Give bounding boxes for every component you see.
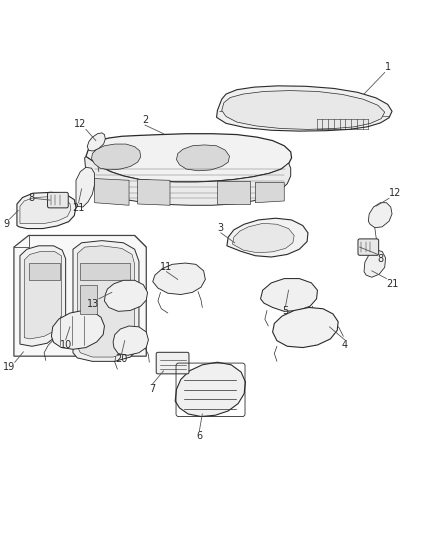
Polygon shape xyxy=(20,197,71,223)
Polygon shape xyxy=(80,263,131,280)
Polygon shape xyxy=(104,280,148,311)
Text: 19: 19 xyxy=(3,362,15,372)
Text: 8: 8 xyxy=(28,193,34,204)
Text: 7: 7 xyxy=(150,384,156,394)
Text: 2: 2 xyxy=(142,115,148,125)
Polygon shape xyxy=(368,203,392,228)
Text: 21: 21 xyxy=(72,203,85,213)
FancyBboxPatch shape xyxy=(358,239,379,255)
Polygon shape xyxy=(87,133,105,151)
Text: 20: 20 xyxy=(116,353,128,364)
Polygon shape xyxy=(222,91,385,130)
Polygon shape xyxy=(272,308,338,348)
Text: 21: 21 xyxy=(386,279,399,288)
Polygon shape xyxy=(85,157,291,205)
Polygon shape xyxy=(14,236,146,356)
Polygon shape xyxy=(28,263,60,280)
FancyBboxPatch shape xyxy=(156,352,189,374)
Text: 8: 8 xyxy=(378,254,384,264)
Polygon shape xyxy=(175,362,245,417)
Polygon shape xyxy=(216,86,392,131)
Polygon shape xyxy=(76,167,95,207)
Text: 10: 10 xyxy=(60,340,72,350)
Polygon shape xyxy=(217,181,250,204)
Polygon shape xyxy=(24,252,61,339)
Polygon shape xyxy=(73,240,139,361)
Text: 12: 12 xyxy=(74,119,86,130)
Text: 4: 4 xyxy=(342,340,348,350)
Polygon shape xyxy=(177,145,230,171)
FancyBboxPatch shape xyxy=(48,192,68,208)
Polygon shape xyxy=(92,144,141,170)
Polygon shape xyxy=(17,192,76,229)
Text: 13: 13 xyxy=(87,299,99,309)
Text: 12: 12 xyxy=(389,188,401,198)
Polygon shape xyxy=(80,285,97,314)
Polygon shape xyxy=(20,246,66,346)
Polygon shape xyxy=(153,263,205,295)
Polygon shape xyxy=(95,179,129,205)
Polygon shape xyxy=(86,134,292,182)
Polygon shape xyxy=(227,218,308,257)
Polygon shape xyxy=(255,182,284,203)
Text: 11: 11 xyxy=(160,262,173,272)
Polygon shape xyxy=(77,246,134,357)
Polygon shape xyxy=(138,180,170,205)
Polygon shape xyxy=(364,250,385,277)
Text: 1: 1 xyxy=(385,62,391,72)
Text: 9: 9 xyxy=(4,219,10,229)
Polygon shape xyxy=(261,279,318,311)
Polygon shape xyxy=(51,311,104,349)
Text: 3: 3 xyxy=(218,223,224,233)
Polygon shape xyxy=(233,223,294,253)
Text: 5: 5 xyxy=(283,306,289,316)
Text: 6: 6 xyxy=(196,431,202,441)
Polygon shape xyxy=(113,326,148,356)
